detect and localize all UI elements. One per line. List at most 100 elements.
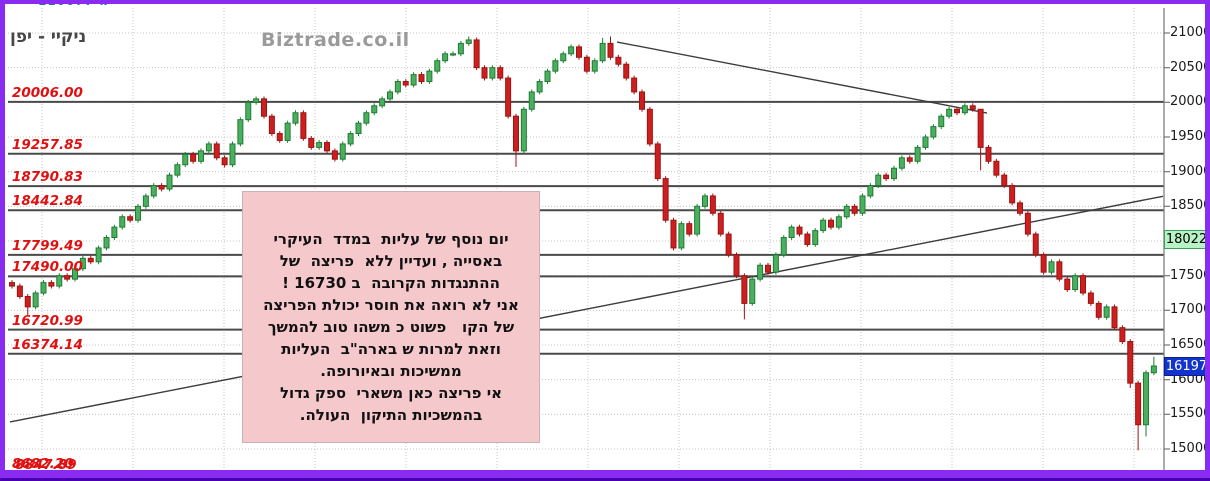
candle-body <box>284 122 291 141</box>
candle-body <box>969 105 976 110</box>
candle-body <box>583 56 590 72</box>
candle-body <box>1032 233 1039 256</box>
support-level-label: 18442.84 <box>12 193 83 210</box>
candle-body <box>316 142 323 148</box>
annotation-box: יום נוסף של עליות במדד העיקרי באסייה , וע… <box>242 191 540 443</box>
candle-body <box>607 42 614 58</box>
candle-body <box>820 219 827 232</box>
price-tick-label: 19000 <box>1170 163 1210 179</box>
candle-body <box>702 195 708 207</box>
candle-body <box>717 212 724 235</box>
candle-body <box>331 150 338 160</box>
candle-body <box>757 264 764 280</box>
candle-body <box>72 268 78 280</box>
price-tick-label: 15500 <box>1170 406 1210 422</box>
candle-body <box>142 195 149 207</box>
candle-body <box>812 230 819 245</box>
price-tick-label: 18500 <box>1170 198 1210 214</box>
candle-body <box>1143 372 1149 426</box>
candle-body <box>434 60 441 72</box>
window-border-bottom-edge <box>0 478 1210 481</box>
candle-body <box>387 91 393 100</box>
candle-body <box>418 74 425 83</box>
candle-body <box>961 105 968 114</box>
candle-body <box>40 282 47 294</box>
price-tick-label: 16500 <box>1170 337 1210 352</box>
support-level-label: 17490.00 <box>12 259 83 276</box>
window-border-right <box>1205 0 1210 481</box>
candle-body <box>670 219 677 249</box>
candle-body <box>9 282 15 287</box>
candle-body <box>127 216 134 221</box>
candle-body <box>379 98 386 107</box>
candle-body <box>1017 202 1023 214</box>
candle-body <box>473 39 480 69</box>
candle-body <box>1127 341 1134 384</box>
annotation-line: אני לא רואה את חוסר יכולת הפריצה <box>263 296 519 314</box>
candle-body <box>552 60 559 72</box>
candle-body <box>95 247 102 263</box>
candle-body <box>174 164 181 176</box>
candle-body <box>1040 254 1047 273</box>
candle-body <box>646 108 653 145</box>
ascending-support <box>9 195 1164 423</box>
candle-body <box>733 254 740 277</box>
candle-body <box>993 160 1000 176</box>
candle-body <box>158 185 165 190</box>
candle-body <box>213 143 220 159</box>
candle-body <box>410 74 417 86</box>
watermark: Biztrade.co.il <box>261 29 410 51</box>
candle-body <box>150 185 157 197</box>
candle-body <box>867 185 874 197</box>
candle-body <box>1064 278 1071 291</box>
window-border-left <box>0 0 5 481</box>
overlapped-price-label: 8682.20 <box>12 456 74 472</box>
candle-body <box>268 115 275 135</box>
candle-body <box>1119 327 1126 343</box>
candle-body <box>922 136 929 148</box>
candle-body <box>599 42 606 62</box>
candle-body <box>741 275 748 304</box>
candle-body <box>576 46 582 58</box>
candle-body <box>1048 261 1055 273</box>
support-level-label: 16374.14 <box>12 336 83 353</box>
candle-body <box>56 275 63 287</box>
candle-body <box>339 143 346 160</box>
candle-body <box>481 67 488 79</box>
candle-body <box>639 91 645 110</box>
candle-body <box>513 115 519 152</box>
candle-body <box>457 42 464 55</box>
candle-body <box>544 70 551 83</box>
candle-body <box>631 77 638 93</box>
candle-body <box>615 56 622 65</box>
candle-body <box>914 146 921 162</box>
candle-body <box>749 278 756 304</box>
price-tick-label: 19500 <box>1170 129 1210 144</box>
candle-body <box>1103 306 1110 318</box>
candle-body <box>835 216 842 228</box>
candle-body <box>355 122 362 135</box>
candle-body <box>363 112 370 124</box>
candle-body <box>300 112 307 139</box>
candle-body <box>1009 185 1016 204</box>
support-level-label: 20006.00 <box>12 84 83 101</box>
candle-body <box>591 60 598 72</box>
candle-body <box>1087 292 1094 304</box>
annotation-line: באסייה , ועדיין ללא פריצה של <box>279 252 503 270</box>
candle-body <box>505 77 512 117</box>
candle-body <box>520 108 527 152</box>
candle-body <box>16 285 23 297</box>
candle-body <box>119 216 126 228</box>
descending-resistance <box>616 41 988 114</box>
candle-body <box>1135 382 1142 426</box>
price-tick-label: 20500 <box>1170 59 1210 75</box>
candle-body <box>709 195 716 214</box>
candle-body <box>103 237 110 249</box>
candle-body <box>875 174 882 187</box>
candle-body <box>1001 174 1008 187</box>
candle-body <box>938 115 945 128</box>
candle-body <box>536 81 543 93</box>
overlapped-price-label: 8847.89 <box>15 457 77 473</box>
candle-body <box>694 205 701 235</box>
